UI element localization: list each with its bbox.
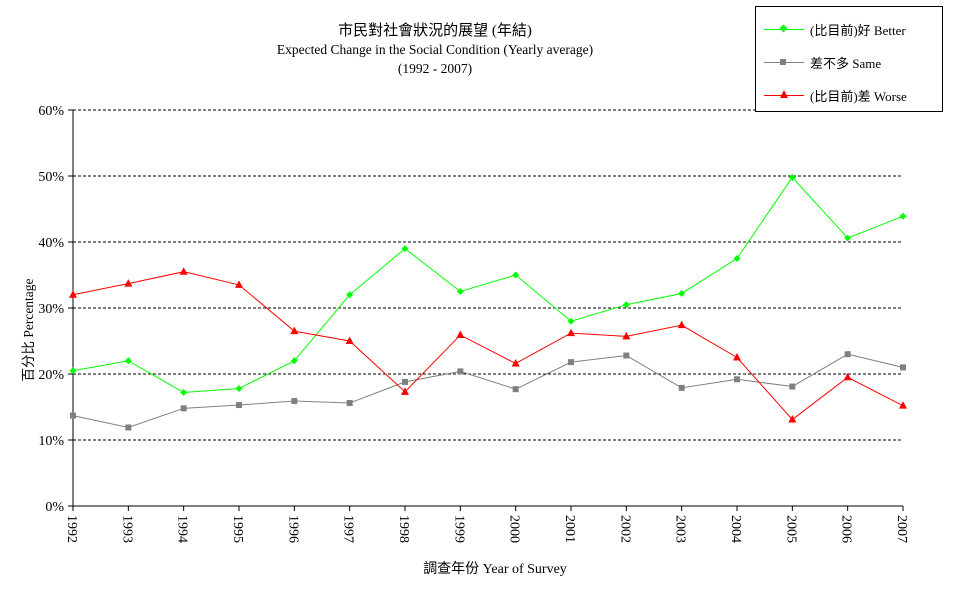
y-tick-label: 50% — [38, 170, 64, 185]
data-point-same — [291, 398, 298, 405]
x-tick-label: 1995 — [230, 515, 245, 543]
data-point-same — [70, 412, 76, 419]
y-tick-label: 0% — [45, 500, 64, 515]
x-tick-label: 2003 — [673, 515, 688, 543]
data-point-worse — [733, 353, 741, 361]
data-point-worse — [235, 280, 243, 288]
data-point-better — [622, 301, 630, 309]
data-point-worse — [290, 326, 299, 335]
data-point-same — [734, 376, 740, 383]
y-tick-label: 30% — [38, 302, 64, 317]
data-point-same — [844, 351, 851, 358]
data-point-better — [290, 357, 298, 365]
data-point-better — [733, 255, 741, 262]
series-line-1 — [72, 353, 904, 428]
x-tick-label: 2007 — [894, 515, 909, 543]
legend-swatch-worse — [764, 89, 804, 101]
x-axis-label: 調查年份 Year of Survey — [423, 562, 567, 577]
legend-label-worse: (比目前)差 Worse — [810, 88, 907, 104]
data-point-better — [346, 291, 354, 299]
series-line-0 — [72, 176, 904, 393]
data-point-same — [180, 405, 187, 412]
legend-item-worse: (比目前)差 Worse — [764, 86, 907, 104]
data-point-better — [567, 317, 575, 325]
y-axis-label: 百分比 Percentage — [21, 278, 36, 382]
data-point-better — [124, 357, 132, 365]
y-tick-label: 60% — [38, 104, 64, 119]
y-tick-label: 40% — [38, 236, 64, 251]
data-point-worse — [511, 358, 520, 367]
data-point-worse — [622, 331, 631, 340]
chart-subtitle: Expected Change in the Social Condition … — [276, 42, 594, 57]
data-point-worse — [456, 330, 465, 339]
data-point-better — [788, 173, 796, 181]
x-tick-label: 1998 — [396, 515, 411, 543]
chart-title-block: 市民對社會狀況的展望 (年結) Expected Change in the S… — [245, 22, 625, 78]
data-point-better — [235, 385, 243, 393]
data-point-better — [180, 388, 188, 396]
data-point-better — [456, 288, 464, 295]
data-point-same — [623, 352, 630, 359]
x-tick-label: 2002 — [617, 515, 632, 543]
data-point-better — [401, 245, 409, 253]
data-point-same — [789, 383, 796, 390]
data-point-worse — [401, 387, 409, 395]
x-tick-label: 2006 — [839, 515, 854, 543]
data-point-worse — [124, 279, 133, 287]
data-point-worse — [69, 290, 77, 298]
data-point-better — [69, 367, 77, 375]
x-tick-label: 2000 — [507, 515, 522, 543]
x-tick-label: 1993 — [119, 515, 134, 543]
legend-item-better: (比目前)好 Better — [764, 20, 906, 38]
data-point-worse — [843, 372, 852, 381]
x-tick-label: 1999 — [451, 515, 466, 543]
data-point-better — [844, 234, 852, 242]
data-point-same — [568, 359, 574, 366]
data-point-same — [402, 378, 408, 385]
x-tick-label: 1992 — [64, 515, 79, 543]
data-point-same — [512, 386, 519, 393]
data-point-same — [900, 364, 906, 371]
chart-title: 市民對社會狀況的展望 (年結) — [338, 23, 532, 39]
x-tick-label: 1997 — [341, 515, 356, 543]
data-point-same — [236, 402, 242, 409]
y-tick-label: 10% — [38, 434, 64, 449]
legend-item-same: 差不多 Same — [764, 53, 881, 71]
chart-subtitle-years: (1992 - 2007) — [397, 61, 473, 76]
legend-label-better: (比目前)好 Better — [810, 22, 906, 38]
data-point-worse — [567, 328, 575, 337]
data-point-worse — [179, 267, 188, 275]
x-tick-label: 2004 — [728, 515, 743, 543]
data-point-better — [512, 271, 520, 279]
x-tick-label: 2005 — [783, 515, 798, 543]
data-point-worse — [677, 320, 686, 329]
data-point-worse — [345, 336, 354, 344]
x-tick-label: 1996 — [285, 515, 300, 543]
x-tick-label: 1994 — [175, 515, 190, 543]
y-tick-label: 20% — [38, 368, 64, 383]
legend-swatch-same — [764, 56, 804, 68]
data-point-better — [678, 289, 686, 297]
data-point-better — [899, 212, 907, 220]
data-point-same — [457, 368, 464, 375]
data-point-worse — [788, 415, 797, 423]
legend-swatch-better — [764, 23, 804, 35]
chart-legend: (比目前)好 Better 差不多 Same (比目前)差 Worse — [755, 6, 943, 112]
legend-label-same: 差不多 Same — [810, 55, 882, 71]
series-line-2 — [72, 271, 904, 421]
data-point-same — [678, 384, 685, 391]
x-tick-label: 2001 — [562, 515, 577, 543]
data-point-worse — [899, 401, 907, 409]
data-point-same — [125, 424, 132, 431]
data-point-same — [346, 400, 353, 407]
